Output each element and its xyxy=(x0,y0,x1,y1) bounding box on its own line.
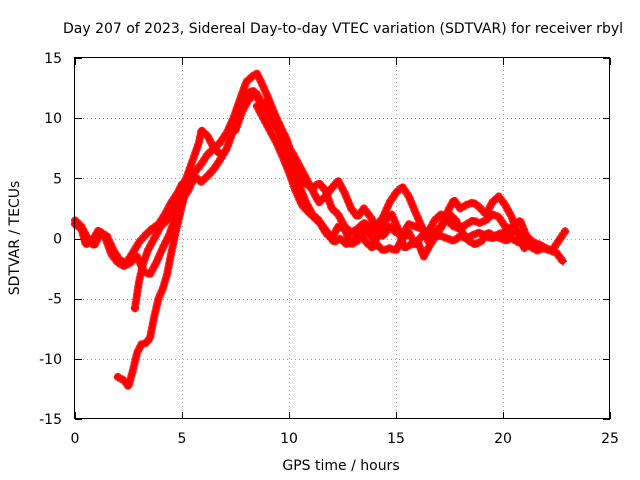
axis-ticks xyxy=(75,58,611,420)
y-tick-label: -10 xyxy=(39,352,62,368)
x-tick-label: 25 xyxy=(601,431,619,447)
x-axis-label: GPS time / hours xyxy=(282,458,399,474)
point-marker xyxy=(252,102,261,111)
chart-title: Day 207 of 2023, Sidereal Day-to-day VTE… xyxy=(63,21,623,37)
series-markers-arc-7 xyxy=(263,96,535,255)
x-tick-label: 0 xyxy=(71,431,80,447)
y-tick-label: 10 xyxy=(44,111,62,127)
y-tick-label: 5 xyxy=(53,171,62,187)
x-tick-label: 5 xyxy=(178,431,187,447)
point-marker xyxy=(263,96,272,105)
y-axis-label: SDTVAR / TECUs xyxy=(7,181,23,296)
point-marker xyxy=(520,244,529,253)
point-marker xyxy=(130,304,139,313)
x-tick-label: 10 xyxy=(280,431,298,447)
series-markers-arc-2 xyxy=(71,144,225,279)
point-marker xyxy=(113,372,122,381)
x-tick-label: 20 xyxy=(494,431,512,447)
point-marker xyxy=(231,126,240,135)
y-tick-label: 15 xyxy=(44,51,62,67)
plot-frame xyxy=(74,57,610,419)
x-tick-label: 15 xyxy=(387,431,405,447)
point-marker xyxy=(558,257,567,266)
point-marker xyxy=(561,227,570,236)
y-tick-label: 0 xyxy=(53,232,62,248)
point-marker xyxy=(526,238,535,247)
y-tick-label: -5 xyxy=(48,292,62,308)
y-tick-label: -15 xyxy=(39,412,62,428)
tick-labels: 0 5 10 15 20 25 -15 -10 -5 0 5 10 15 xyxy=(39,51,619,447)
data-traces xyxy=(71,69,570,391)
